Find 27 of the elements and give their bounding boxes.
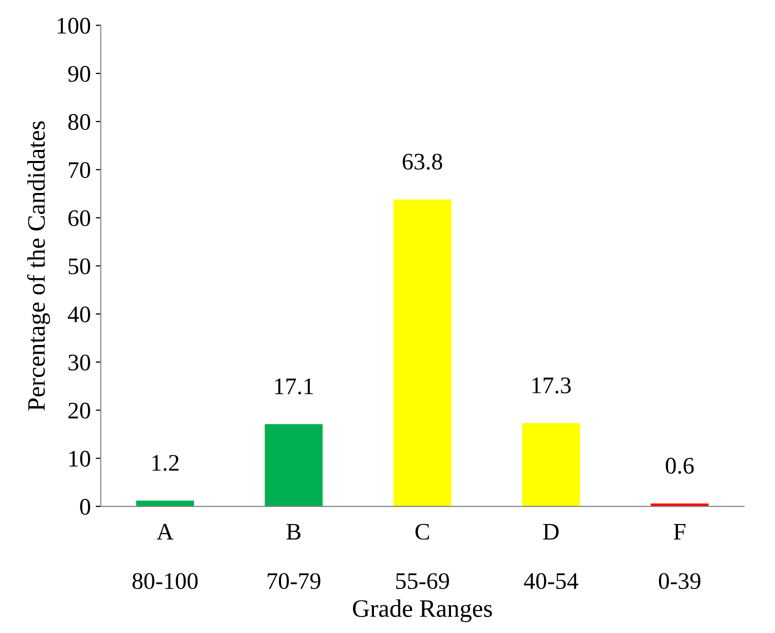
y-tick-label: 30 — [68, 354, 90, 370]
bar — [136, 500, 194, 506]
y-tick-label: 100 — [58, 18, 90, 34]
data-label: 0.6 — [666, 458, 694, 474]
data-label: 1.2 — [152, 454, 179, 471]
y-tick-label: 60 — [68, 210, 90, 226]
bar — [393, 199, 452, 506]
y-tick-label: 70 — [68, 162, 90, 178]
bar — [522, 423, 580, 506]
category-label: B 70-79 — [268, 524, 320, 590]
y-tick-label: 80 — [68, 114, 90, 130]
y-axis-title: Percentage of the Candidates — [27, 121, 50, 411]
category-label: A 80-100 — [132, 524, 198, 590]
category-label: C 55-69 — [396, 524, 449, 590]
y-tick-label: 20 — [68, 402, 90, 419]
y-tick-label: 40 — [68, 306, 90, 322]
y-tick-label: 0 — [80, 498, 90, 515]
x-axis-title: Grade Ranges — [352, 599, 492, 622]
y-tick-label: 90 — [68, 66, 90, 82]
category-label: F 0-39 — [658, 524, 700, 590]
data-label: 17.3 — [532, 378, 571, 394]
category-label: D 40-54 — [524, 524, 578, 590]
data-label: 17.1 — [275, 378, 313, 394]
y-tick-label: 50 — [68, 258, 90, 274]
data-label: 63.8 — [402, 154, 442, 170]
bar — [264, 424, 323, 506]
y-tick-label: 10 — [69, 450, 90, 467]
